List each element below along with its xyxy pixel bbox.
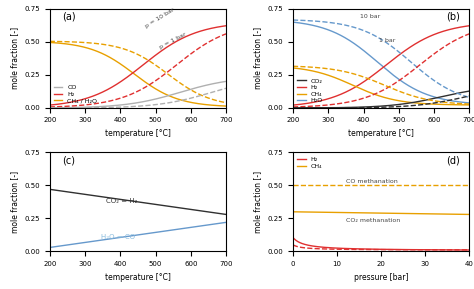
Text: CO₂ = H₂: CO₂ = H₂ bbox=[106, 198, 137, 204]
Text: p = 1 bar: p = 1 bar bbox=[159, 32, 188, 50]
Text: CO methanation: CO methanation bbox=[346, 179, 398, 184]
Y-axis label: mole fraction [-]: mole fraction [-] bbox=[10, 171, 19, 233]
Y-axis label: mole fraction [-]: mole fraction [-] bbox=[10, 27, 19, 89]
Text: (c): (c) bbox=[62, 155, 75, 165]
X-axis label: temperature [°C]: temperature [°C] bbox=[105, 129, 171, 138]
Text: (d): (d) bbox=[447, 155, 460, 165]
Text: p = 10 bar: p = 10 bar bbox=[144, 7, 175, 29]
Legend: CO₂, H₂, CH₄, H₂O: CO₂, H₂, CH₄, H₂O bbox=[296, 77, 324, 105]
Text: CO₂ methanation: CO₂ methanation bbox=[346, 218, 400, 223]
X-axis label: temperature [°C]: temperature [°C] bbox=[105, 273, 171, 282]
X-axis label: temperature [°C]: temperature [°C] bbox=[348, 129, 414, 138]
Text: (b): (b) bbox=[447, 12, 460, 22]
Text: (a): (a) bbox=[62, 12, 76, 22]
Legend: CO, H₂, CH₄ / H₂O: CO, H₂, CH₄ / H₂O bbox=[53, 84, 99, 105]
Text: H₂O = CO: H₂O = CO bbox=[101, 234, 135, 240]
Legend: H₂, CH₄: H₂, CH₄ bbox=[296, 155, 323, 170]
X-axis label: pressure [bar]: pressure [bar] bbox=[354, 273, 409, 282]
Y-axis label: mole fraction [-]: mole fraction [-] bbox=[253, 27, 262, 89]
Text: 1 bar: 1 bar bbox=[379, 38, 396, 43]
Y-axis label: mole fraction [-]: mole fraction [-] bbox=[253, 171, 262, 233]
Text: 10 bar: 10 bar bbox=[360, 14, 380, 19]
